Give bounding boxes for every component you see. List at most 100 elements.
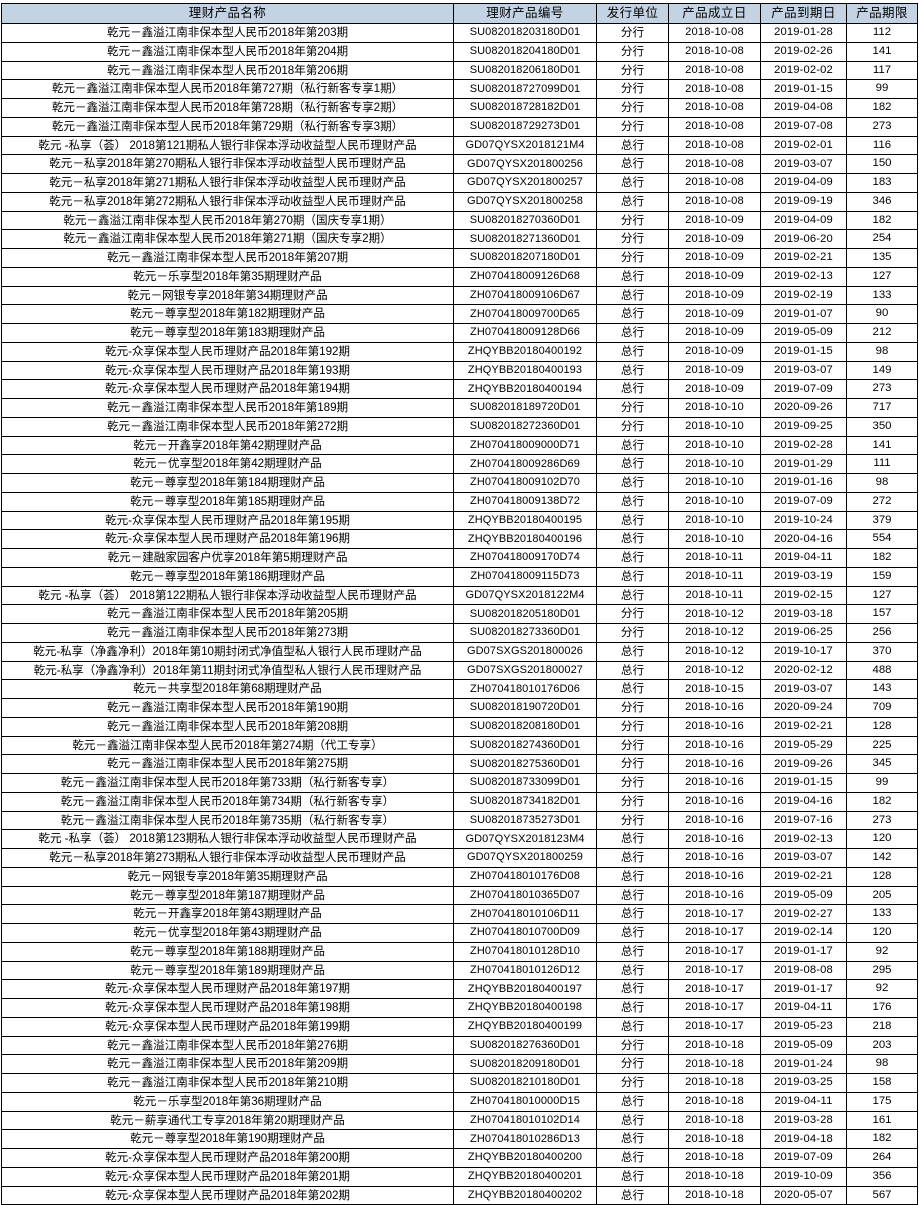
cell-end-date[interactable]: 2019-02-19 [760, 285, 847, 306]
cell-issuing-unit[interactable]: 分行 [596, 623, 669, 643]
cell-start-date[interactable]: 2018-10-16 [668, 866, 761, 887]
cell-issuing-unit[interactable]: 总行 [596, 866, 669, 887]
cell-end-date[interactable]: 2019-02-21 [760, 866, 847, 887]
cell-issuing-unit[interactable]: 总行 [596, 473, 669, 493]
cell-issuing-unit[interactable]: 总行 [596, 341, 669, 362]
table-row[interactable]: 乾元－尊享型2018年第189期理财产品 ZH070418010126D12 总行 2… [1, 960, 918, 981]
table-row[interactable]: 乾元－鑫溢江南非保本型人民币2018年第189期 SU082018189720D0… [1, 398, 918, 418]
cell-start-date[interactable]: 2018-10-12 [668, 660, 761, 681]
cell-product-code[interactable]: ZH070418009138D72 [453, 491, 597, 512]
cell-term[interactable]: 273 [846, 116, 918, 137]
table-row[interactable]: 乾元－鑫溢江南非保本型人民币2018年第209期 SU082018209180D0… [1, 1054, 918, 1074]
table-row[interactable]: 乾元－私享2018年第272期私人银行非保本浮动收益型人民币理财产品 GD07QY… [1, 191, 918, 212]
cell-issuing-unit[interactable]: 分行 [596, 416, 669, 437]
cell-product-code[interactable]: SU082018204180D01 [453, 41, 597, 62]
cell-end-date[interactable]: 2019-01-17 [760, 979, 847, 999]
table-row[interactable]: 乾元-私享（净鑫净利）2018年第11期封闭式净值型私人银行人民币理财产品 GD0… [1, 660, 918, 681]
table-row[interactable]: 乾元－私享2018年第270期私人银行非保本浮动收益型人民币理财产品 GD07QY… [1, 154, 918, 174]
cell-product-name[interactable]: 乾元－开鑫享2018年第42期理财产品 [1, 435, 454, 456]
cell-issuing-unit[interactable]: 总行 [596, 848, 669, 868]
table-row[interactable]: 乾元－网银专享2018年第34期理财产品 ZH070418009106D67 总行 2… [1, 285, 918, 306]
cell-end-date[interactable]: 2020-09-26 [760, 398, 847, 418]
cell-product-code[interactable]: SU082018209180D01 [453, 1054, 597, 1074]
cell-start-date[interactable]: 2018-10-08 [668, 154, 761, 174]
cell-product-code[interactable]: SU082018275360D01 [453, 754, 597, 774]
cell-product-code[interactable]: SU082018189720D01 [453, 398, 597, 418]
cell-end-date[interactable]: 2019-01-24 [760, 1054, 847, 1074]
cell-product-code[interactable]: GD07QYSX2018122M4 [453, 585, 597, 606]
table-row[interactable]: 乾元－鑫溢江南非保本型人民币2018年第270期（国庆专享1期） SU082018… [1, 210, 918, 231]
cell-product-code[interactable]: ZH070418010106D11 [453, 904, 597, 924]
cell-start-date[interactable]: 2018-10-08 [668, 98, 761, 118]
cell-product-name[interactable]: 乾元 -私享（荟） 2018第122期私人银行非保本浮动收益型人民币理财产品 [1, 585, 454, 606]
cell-term[interactable]: 264 [846, 1148, 918, 1168]
cell-start-date[interactable]: 2018-10-09 [668, 341, 761, 362]
cell-end-date[interactable]: 2019-09-26 [760, 754, 847, 774]
cell-start-date[interactable]: 2018-10-17 [668, 941, 761, 962]
cell-end-date[interactable]: 2019-03-18 [760, 604, 847, 624]
cell-start-date[interactable]: 2018-10-17 [668, 998, 761, 1018]
cell-end-date[interactable]: 2020-04-16 [760, 529, 847, 549]
table-row[interactable]: 乾元－尊享型2018年第182期理财产品 ZH070418009700D65 总行 2… [1, 304, 918, 324]
cell-start-date[interactable]: 2018-10-17 [668, 904, 761, 924]
table-row[interactable]: 乾元－私享2018年第273期私人银行非保本浮动收益型人民币理财产品 GD07QY… [1, 848, 918, 868]
cell-end-date[interactable]: 2019-03-07 [760, 679, 847, 699]
cell-issuing-unit[interactable]: 总行 [596, 829, 669, 849]
cell-issuing-unit[interactable]: 分行 [596, 1054, 669, 1074]
cell-issuing-unit[interactable]: 总行 [596, 529, 669, 549]
cell-term[interactable]: 272 [846, 491, 918, 512]
cell-product-code[interactable]: SU082018728182D01 [453, 98, 597, 118]
table-row[interactable]: 乾元－尊享型2018年第188期理财产品 ZH070418010128D10 总行 2… [1, 941, 918, 962]
cell-product-code[interactable]: ZHQYBB20180400202 [453, 1185, 597, 1205]
cell-end-date[interactable]: 2019-04-18 [760, 1129, 847, 1149]
cell-end-date[interactable]: 2019-04-09 [760, 210, 847, 231]
cell-end-date[interactable]: 2019-01-29 [760, 454, 847, 474]
cell-product-name[interactable]: 乾元－鑫溢江南非保本型人民币2018年第273期 [1, 623, 454, 643]
table-row[interactable]: 乾元-众享保本型人民币理财产品2018年第194期 ZHQYBB201804001… [1, 379, 918, 399]
cell-end-date[interactable]: 2019-10-09 [760, 1166, 847, 1187]
cell-term[interactable]: 92 [846, 941, 918, 962]
cell-end-date[interactable]: 2019-01-07 [760, 304, 847, 324]
cell-term[interactable]: 128 [846, 866, 918, 887]
cell-start-date[interactable]: 2018-10-18 [668, 1054, 761, 1074]
table-row[interactable]: 乾元-众享保本型人民币理财产品2018年第196期 ZHQYBB201804001… [1, 529, 918, 549]
cell-term[interactable]: 203 [846, 1035, 918, 1056]
cell-start-date[interactable]: 2018-10-16 [668, 848, 761, 868]
cell-start-date[interactable]: 2018-10-09 [668, 248, 761, 268]
cell-issuing-unit[interactable]: 分行 [596, 60, 669, 81]
cell-product-name[interactable]: 乾元-众享保本型人民币理财产品2018年第201期 [1, 1166, 454, 1187]
cell-product-name[interactable]: 乾元－开鑫享2018年第43期理财产品 [1, 904, 454, 924]
cell-start-date[interactable]: 2018-10-16 [668, 885, 761, 906]
cell-start-date[interactable]: 2018-10-09 [668, 360, 761, 381]
cell-product-name[interactable]: 乾元－鑫溢江南非保本型人民币2018年第735期（私行新客专享） [1, 810, 454, 831]
cell-start-date[interactable]: 2018-10-08 [668, 135, 761, 156]
cell-end-date[interactable]: 2019-06-25 [760, 623, 847, 643]
cell-issuing-unit[interactable]: 总行 [596, 491, 669, 512]
cell-end-date[interactable]: 2019-05-23 [760, 1016, 847, 1037]
cell-end-date[interactable]: 2019-02-21 [760, 716, 847, 737]
cell-product-code[interactable]: ZHQYBB20180400200 [453, 1148, 597, 1168]
table-row[interactable]: 乾元-众享保本型人民币理财产品2018年第197期 ZHQYBB201804001… [1, 979, 918, 999]
cell-start-date[interactable]: 2018-10-16 [668, 735, 761, 756]
cell-end-date[interactable]: 2019-08-08 [760, 960, 847, 981]
cell-product-code[interactable]: SU082018206180D01 [453, 60, 597, 81]
cell-end-date[interactable]: 2019-10-24 [760, 510, 847, 531]
cell-product-name[interactable]: 乾元－鑫溢江南非保本型人民币2018年第733期（私行新客专享） [1, 773, 454, 793]
cell-term[interactable]: 142 [846, 848, 918, 868]
cell-start-date[interactable]: 2018-10-08 [668, 60, 761, 81]
cell-end-date[interactable]: 2019-07-09 [760, 1148, 847, 1168]
cell-start-date[interactable]: 2018-10-16 [668, 773, 761, 793]
cell-issuing-unit[interactable]: 总行 [596, 960, 669, 981]
cell-end-date[interactable]: 2019-02-28 [760, 435, 847, 456]
table-row[interactable]: 乾元－尊享型2018年第184期理财产品 ZH070418009102D70 总行 2… [1, 473, 918, 493]
cell-issuing-unit[interactable]: 总行 [596, 454, 669, 474]
cell-term[interactable]: 356 [846, 1166, 918, 1187]
cell-issuing-unit[interactable]: 分行 [596, 398, 669, 418]
cell-end-date[interactable]: 2019-06-20 [760, 229, 847, 249]
cell-issuing-unit[interactable]: 分行 [596, 23, 669, 43]
cell-term[interactable]: 99 [846, 79, 918, 99]
cell-product-name[interactable]: 乾元－私享2018年第271期私人银行非保本浮动收益型人民币理财产品 [1, 173, 454, 193]
cell-issuing-unit[interactable]: 总行 [596, 585, 669, 606]
cell-end-date[interactable]: 2019-02-14 [760, 923, 847, 943]
cell-term[interactable]: 120 [846, 923, 918, 943]
